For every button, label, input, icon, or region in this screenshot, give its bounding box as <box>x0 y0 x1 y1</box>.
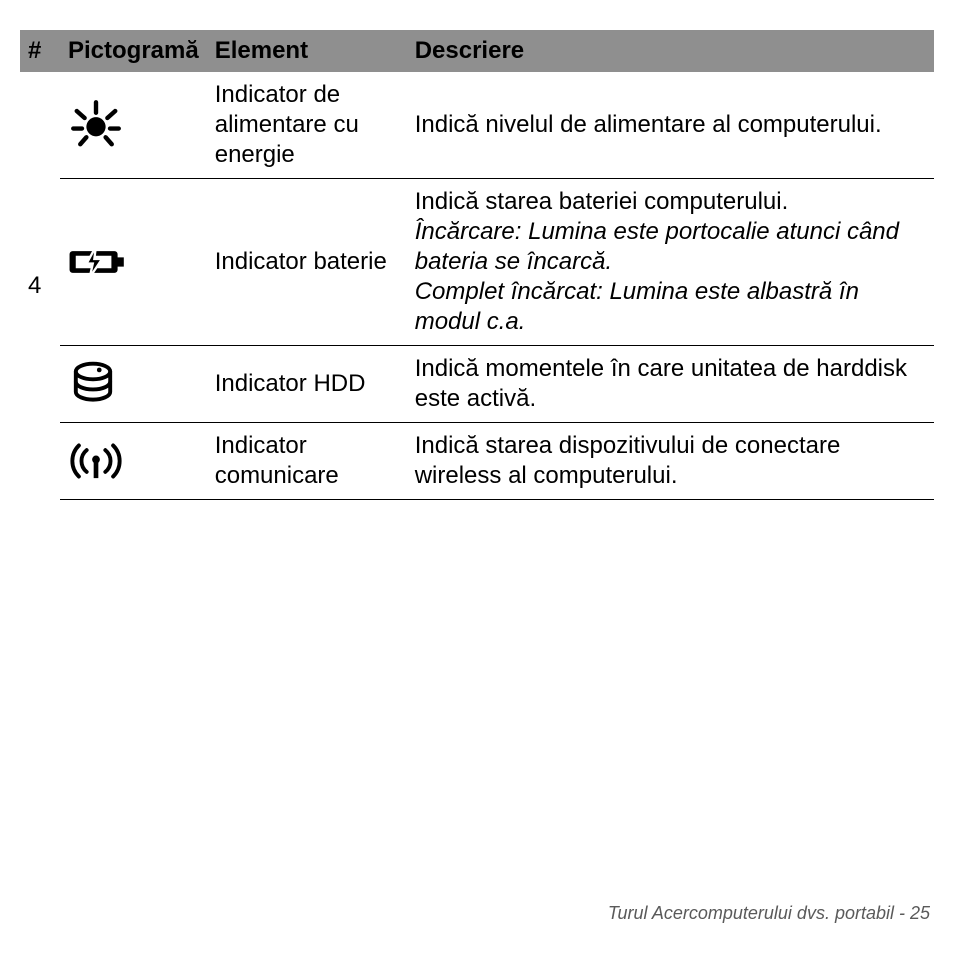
page-footer: Turul Acercomputerului dvs. portabil - 2… <box>608 903 930 924</box>
element-cell: Indicator HDD <box>207 346 407 423</box>
icon-cell <box>60 346 207 423</box>
description-cell: Indică nivelul de alimentare al computer… <box>407 72 934 179</box>
description-text: Indică momentele în care unitatea de har… <box>415 355 907 412</box>
description-cell: Indică starea bateriei computerului. Înc… <box>407 179 934 346</box>
header-pictogram: Pictogramă <box>60 30 207 72</box>
power-indicator-icon <box>68 97 124 153</box>
description-text: Indică starea bateriei computerului. <box>415 188 789 215</box>
header-description: Descriere <box>407 30 934 72</box>
document-page: # Pictogramă Element Descriere 4 <box>0 0 954 954</box>
battery-indicator-icon <box>68 240 130 284</box>
icon-cell <box>60 179 207 346</box>
element-cell: Indicator comunicare <box>207 423 407 500</box>
description-cell: Indică starea dispozitivului de conectar… <box>407 423 934 500</box>
element-cell: Indicator baterie <box>207 179 407 346</box>
icon-cell <box>60 423 207 500</box>
table-row: Indicator comunicare Indică starea dispo… <box>20 423 934 500</box>
header-element: Element <box>207 30 407 72</box>
table-row: Indicator baterie Indică starea bateriei… <box>20 179 934 346</box>
description-cell: Indică momentele în care unitatea de har… <box>407 346 934 423</box>
group-number-cell: 4 <box>20 72 60 500</box>
table-row: Indicator HDD Indică momentele în care u… <box>20 346 934 423</box>
description-text: Indică nivelul de alimentare al computer… <box>415 111 882 138</box>
icon-cell <box>60 72 207 179</box>
description-full: Complet încărcat: Lumina este albastră î… <box>415 277 926 337</box>
indicator-table: # Pictogramă Element Descriere 4 <box>20 30 934 500</box>
description-charging: Încărcare: Lumina este portocalie atunci… <box>415 217 926 277</box>
table-header-row: # Pictogramă Element Descriere <box>20 30 934 72</box>
header-number: # <box>20 30 60 72</box>
hdd-indicator-icon <box>68 359 118 409</box>
element-cell: Indicator de alimentare cu energie <box>207 72 407 179</box>
description-text: Indică starea dispozitivului de conectar… <box>415 432 841 489</box>
wireless-indicator-icon <box>68 439 124 483</box>
table-row: 4 <box>20 72 934 179</box>
